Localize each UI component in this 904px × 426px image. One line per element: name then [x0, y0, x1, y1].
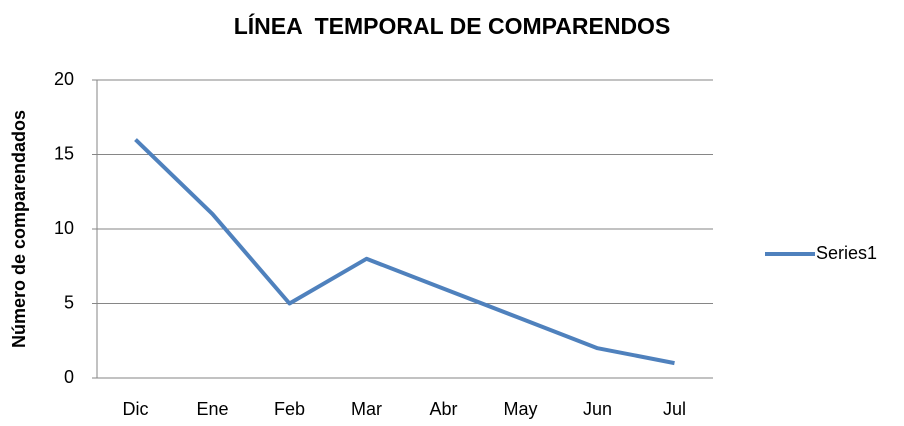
- y-tick-label: 10: [54, 218, 74, 238]
- legend-label: Series1: [816, 243, 877, 263]
- line-series: [134, 138, 675, 366]
- x-tick-label: May: [503, 399, 537, 419]
- x-tick-label: Ene: [196, 399, 228, 419]
- x-tick-label: Jun: [583, 399, 612, 419]
- x-tick-label: Feb: [274, 399, 305, 419]
- y-tick-label: 20: [54, 69, 74, 89]
- y-axis-label: Número de comparendados: [9, 110, 29, 348]
- y-tick-label: 15: [54, 143, 74, 163]
- x-tick-label: Abr: [429, 399, 457, 419]
- x-tick-label: Mar: [351, 399, 382, 419]
- x-tick-label: Dic: [123, 399, 149, 419]
- y-tick-label: 5: [64, 292, 74, 312]
- chart-title: LÍNEA TEMPORAL DE COMPARENDOS: [234, 12, 671, 39]
- y-tick-label: 0: [64, 367, 74, 387]
- x-tick-label: Jul: [663, 399, 686, 419]
